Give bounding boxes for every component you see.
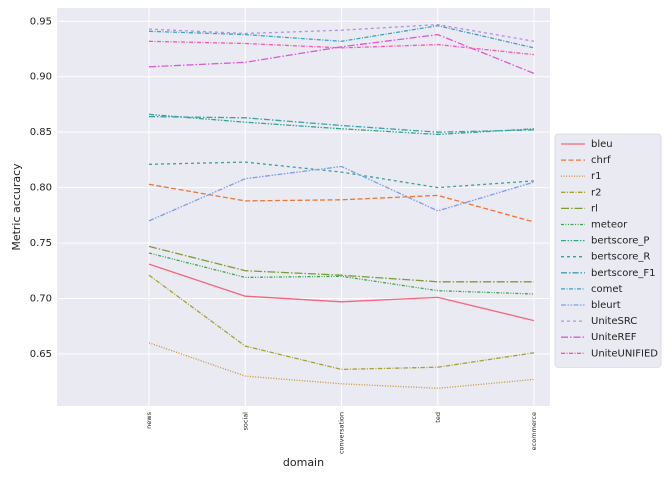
x-tick-label: social xyxy=(241,412,249,431)
series-line-rl xyxy=(148,245,534,283)
legend-label: rl xyxy=(591,203,598,214)
legend-label: bertscore_R xyxy=(591,252,650,263)
x-tick-label: ted xyxy=(434,412,442,423)
y-tick-label: 0.90 xyxy=(30,72,52,83)
legend-label: bertscore_F1 xyxy=(591,268,656,279)
legend-label: UniteSRC xyxy=(591,316,637,327)
y-tick-label: 0.80 xyxy=(30,183,52,194)
series-line-bleu xyxy=(148,263,535,322)
legend-label: bertscore_P xyxy=(591,236,649,247)
series-line-bertscore-r xyxy=(148,161,535,189)
legend-label: r2 xyxy=(591,187,601,198)
x-axis-label: domain xyxy=(283,456,324,469)
x-tick-label: news xyxy=(145,411,153,428)
series-line-uniteunified xyxy=(148,40,535,56)
legend: bleu chrf r1 r2 rl meteor bertscore_P bertscore… xyxy=(554,133,662,368)
legend-label: bleurt xyxy=(591,300,621,311)
series-line-chrf xyxy=(148,183,535,223)
legend-label: UniteUNIFIED xyxy=(591,348,658,359)
legend-label: meteor xyxy=(591,220,628,231)
series-line-bleurt xyxy=(148,165,535,222)
legend-label: r1 xyxy=(591,171,601,182)
x-tick-label: conversation xyxy=(338,412,346,454)
series-line-bertscore-p xyxy=(148,113,535,136)
y-tick-label: 0.65 xyxy=(30,349,52,360)
y-tick-label: 0.75 xyxy=(30,238,52,249)
legend-label: chrf xyxy=(591,155,611,166)
gridlines xyxy=(57,8,550,406)
legend-label: bleu xyxy=(591,139,613,150)
legend-label: UniteREF xyxy=(591,332,637,343)
y-tick-label: 0.95 xyxy=(30,16,52,27)
x-tick-label: ecommerce xyxy=(530,412,538,450)
series-line-r1 xyxy=(148,342,535,389)
legend-label: comet xyxy=(591,284,623,295)
x-axis-ticks: news social conversation ted ecommerce xyxy=(145,411,538,454)
series-line-r2 xyxy=(148,274,535,371)
series-line-bertscore-f1 xyxy=(148,115,535,133)
y-axis-ticks: 0.65 0.70 0.75 0.80 0.85 0.90 0.95 xyxy=(30,16,52,360)
y-tick-label: 0.70 xyxy=(30,293,52,304)
series-lines xyxy=(148,23,535,389)
series-line-meteor xyxy=(148,252,535,295)
y-axis-label: Metric accuracy xyxy=(10,163,23,251)
y-tick-label: 0.85 xyxy=(30,127,52,138)
series-line-unitesrc xyxy=(148,23,535,42)
series-line-comet xyxy=(148,25,535,49)
plot-area xyxy=(57,8,550,406)
